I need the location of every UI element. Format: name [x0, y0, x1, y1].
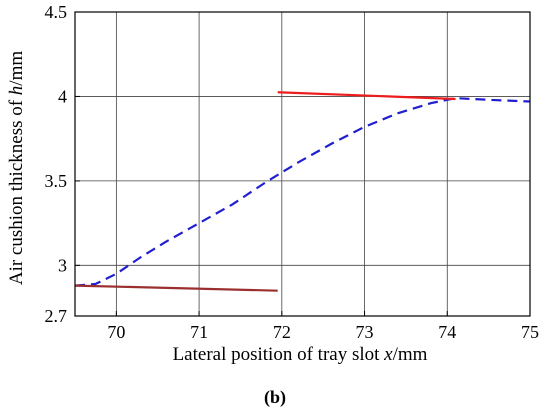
x-tick-label: 71 — [190, 322, 208, 342]
series-line-2 — [277, 91, 456, 101]
series-line-1 — [74, 97, 531, 287]
plot-frame — [74, 11, 531, 317]
ticks: 70 71 72 73 74 75 2.7 3 3.5 4 4.5 — [45, 2, 540, 342]
y-axis-title: Air cushion thickness of h/mm — [6, 51, 27, 286]
y-tick-label: 4 — [58, 86, 67, 106]
x-tick-label: 75 — [521, 322, 539, 342]
y-tick-label: 2.7 — [45, 306, 68, 326]
grid — [75, 11, 531, 317]
y-axis-title-unit: /mm — [6, 51, 27, 86]
series-layer — [74, 91, 531, 292]
x-axis-title-var: x — [383, 344, 393, 365]
x-tick-label: 72 — [273, 322, 291, 342]
figure-caption: (b) — [264, 387, 286, 408]
y-axis-title-prefix: Air cushion thickness of — [6, 95, 27, 285]
x-tick-label: 73 — [356, 322, 374, 342]
y-tick-label: 4.5 — [45, 2, 68, 22]
y-tick-label: 3.5 — [45, 171, 68, 191]
x-tick-label: 74 — [438, 322, 456, 342]
y-axis-title-var: h — [6, 86, 27, 96]
x-axis-title-prefix: Lateral position of tray slot — [173, 344, 385, 365]
x-axis-title-unit: /mm — [393, 344, 428, 365]
x-axis-title: Lateral position of tray slot x/mm — [173, 344, 428, 365]
y-tick-label: 3 — [58, 255, 67, 275]
series-line-3 — [74, 284, 278, 292]
x-tick-label: 70 — [107, 322, 125, 342]
